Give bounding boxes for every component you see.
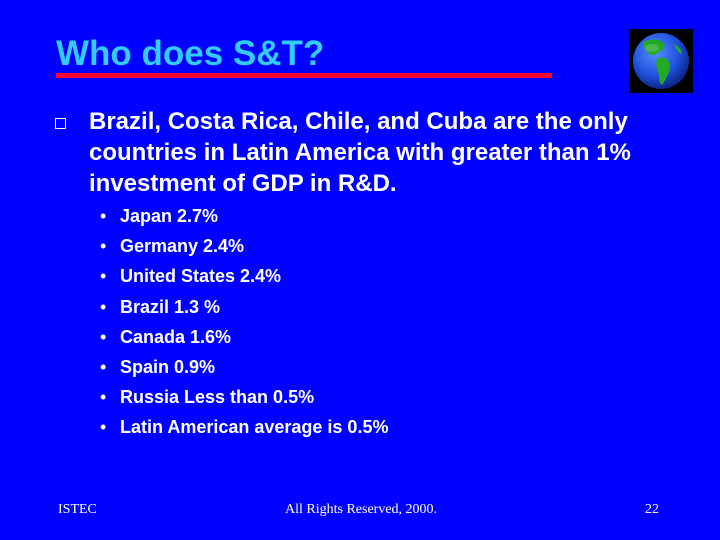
sub-point-text: Latin American average is 0.5% <box>120 417 389 438</box>
bullet-dot-icon: • <box>100 417 107 438</box>
sub-point-list: • Japan 2.7% • Germany 2.4% • United States… <box>100 204 388 446</box>
globe-landmass-north <box>642 39 665 56</box>
slide-title: Who does S&T? <box>56 34 325 73</box>
bullet-dot-icon: • <box>100 236 107 257</box>
sub-point-text: Germany 2.4% <box>120 236 245 257</box>
list-item: • United States 2.4% <box>100 264 388 294</box>
globe-highlight <box>645 44 659 52</box>
footer-copyright: All Rights Reserved, 2000. <box>285 502 438 517</box>
list-item: • Canada 1.6% <box>100 325 388 355</box>
bullet-dot-icon: • <box>100 206 107 226</box>
globe-landmass-south <box>656 57 670 85</box>
list-item: • Russia Less than 0.5% <box>100 385 388 415</box>
list-item: • Latin American average is 0.5% <box>100 415 388 445</box>
sub-point-text: Spain 0.9% <box>120 356 216 377</box>
sub-point-text: Brazil 1.3 % <box>120 296 221 317</box>
bullet-dot-icon: • <box>100 326 107 347</box>
page-number: 22 <box>645 502 659 517</box>
main-point: Brazil, Costa Rica, Chile, and Cuba are … <box>89 108 631 197</box>
bullet-dot-icon: • <box>100 266 107 287</box>
bullet-dot-icon: • <box>100 356 107 377</box>
hollow-square-bullet-icon <box>55 118 66 129</box>
bullet-dot-icon: • <box>100 296 107 317</box>
list-item: • Germany 2.4% <box>100 234 388 264</box>
bullet-dot-icon: • <box>100 387 107 408</box>
list-item: • Spain 0.9% <box>100 355 388 385</box>
sub-point-text: Canada 1.6% <box>120 326 232 347</box>
list-item: • Japan 2.7% <box>100 204 388 234</box>
globe-graphic <box>633 33 689 89</box>
sub-point-text: Russia Less than 0.5% <box>120 387 315 408</box>
list-item: • Brazil 1.3 % <box>100 295 388 325</box>
sub-point-text: United States 2.4% <box>120 266 282 287</box>
title-underline <box>56 73 552 78</box>
globe-icon <box>629 29 693 93</box>
globe-landmass-east <box>674 44 682 54</box>
footer-organization: ISTEC <box>58 502 97 517</box>
sub-point-text: Japan 2.7% <box>120 206 219 226</box>
